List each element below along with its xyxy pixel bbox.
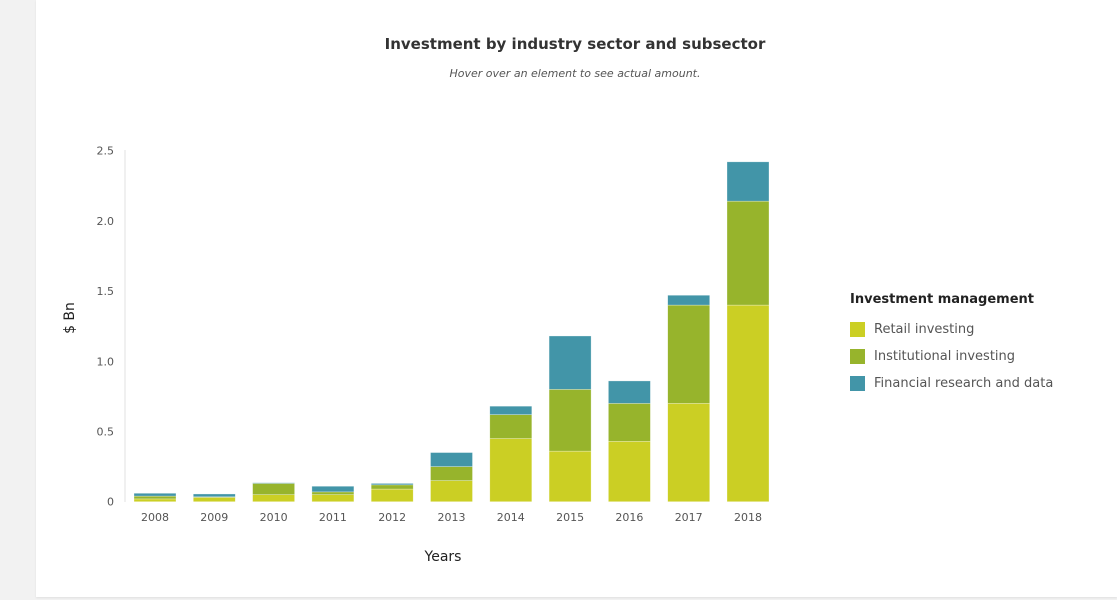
legend-swatch — [850, 349, 865, 364]
bar-segment-institutional-investing[interactable] — [133, 495, 177, 500]
legend-label: Financial research and data — [874, 376, 1054, 391]
y-axis-label: $ Bn — [62, 302, 78, 334]
bar-segment-retail-investing[interactable] — [133, 498, 177, 503]
bar-segment-financial-research-and-data[interactable] — [548, 335, 592, 390]
x-tick-label: 2011 — [319, 511, 347, 524]
bar-segment-financial-research-and-data[interactable] — [608, 380, 651, 404]
bar-segment-institutional-investing[interactable] — [252, 483, 295, 495]
bar-stack-2011[interactable] — [311, 485, 355, 503]
x-tick-label: 2018 — [734, 511, 762, 524]
bar-segment-retail-investing[interactable] — [193, 497, 236, 502]
bar-segment-institutional-investing[interactable] — [489, 414, 533, 439]
legend-item-institutional[interactable]: Institutional investing — [850, 343, 1053, 370]
bar-segment-financial-research-and-data[interactable] — [311, 485, 355, 493]
bar-stack-2015[interactable] — [548, 335, 592, 503]
y-tick-label: 1.0 — [97, 355, 115, 368]
bar-segment-institutional-investing[interactable] — [311, 491, 355, 495]
y-tick-label: 2.5 — [97, 145, 115, 158]
bar-segment-institutional-investing[interactable] — [726, 200, 770, 306]
x-tick-label: 2015 — [556, 511, 584, 524]
bar-segment-financial-research-and-data[interactable] — [430, 452, 473, 467]
x-tick-label: 2012 — [378, 511, 406, 524]
bar-segment-retail-investing[interactable] — [252, 494, 295, 503]
legend-title: Investment management — [850, 292, 1034, 307]
bar-stack-2013[interactable] — [430, 452, 473, 503]
bar-segment-institutional-investing[interactable] — [667, 304, 711, 404]
bar-stack-2010[interactable] — [252, 482, 295, 503]
bar-segment-institutional-investing[interactable] — [430, 466, 473, 481]
bar-segment-financial-research-and-data[interactable] — [726, 161, 770, 202]
x-tick-label: 2009 — [200, 511, 228, 524]
bar-stack-2008[interactable] — [133, 492, 177, 503]
bar-segment-retail-investing[interactable] — [726, 304, 770, 503]
bar-segment-financial-research-and-data[interactable] — [667, 294, 711, 306]
bar-segment-institutional-investing[interactable] — [548, 389, 592, 452]
bar-segment-financial-research-and-data[interactable] — [370, 483, 414, 486]
x-tick-label: 2014 — [497, 511, 525, 524]
bar-segment-retail-investing[interactable] — [370, 488, 414, 502]
legend-label: Retail investing — [874, 322, 975, 337]
bar-segment-financial-research-and-data[interactable] — [193, 493, 236, 498]
bar-segment-retail-investing[interactable] — [548, 450, 592, 503]
legend: Investment management Retail investing I… — [850, 292, 1053, 397]
bar-stack-2016[interactable] — [608, 380, 651, 502]
legend-item-financial-research[interactable]: Financial research and data — [850, 370, 1053, 397]
y-tick-label: 0 — [107, 496, 114, 509]
bar-segment-retail-investing[interactable] — [667, 403, 711, 502]
bar-stack-2014[interactable] — [489, 405, 533, 503]
legend-swatch — [850, 322, 865, 337]
bar-segment-financial-research-and-data[interactable] — [252, 482, 295, 484]
legend-swatch — [850, 376, 865, 391]
x-axis-label: Years — [424, 549, 462, 565]
bar-stack-2018[interactable] — [726, 161, 770, 503]
y-tick-label: 1.5 — [97, 285, 115, 298]
x-tick-label: 2016 — [615, 511, 643, 524]
bar-stack-2009[interactable] — [193, 493, 236, 502]
bar-segment-institutional-investing[interactable] — [608, 403, 651, 442]
bar-segment-financial-research-and-data[interactable] — [133, 492, 177, 497]
legend-label: Institutional investing — [874, 349, 1016, 364]
bar-segment-institutional-investing[interactable] — [370, 484, 414, 490]
x-tick-label: 2017 — [675, 511, 703, 524]
y-tick-label: 2.0 — [97, 215, 115, 228]
x-tick-label: 2010 — [260, 511, 288, 524]
bar-segment-financial-research-and-data[interactable] — [489, 405, 533, 415]
x-tick-label: 2008 — [141, 511, 169, 524]
bar-stack-2017[interactable] — [667, 294, 711, 502]
y-tick-label: 0.5 — [97, 425, 115, 438]
chart-subtitle: Hover over an element to see actual amou… — [449, 67, 701, 80]
bar-segment-retail-investing[interactable] — [489, 438, 533, 503]
chart-title: Investment by industry sector and subsec… — [384, 35, 766, 53]
bar-segment-retail-investing[interactable] — [608, 441, 651, 502]
legend-item-retail[interactable]: Retail investing — [850, 316, 1053, 343]
x-tick-label: 2013 — [438, 511, 466, 524]
bar-segment-retail-investing[interactable] — [430, 480, 473, 503]
bar-stack-2012[interactable] — [370, 483, 414, 502]
bar-segment-retail-investing[interactable] — [311, 494, 355, 503]
